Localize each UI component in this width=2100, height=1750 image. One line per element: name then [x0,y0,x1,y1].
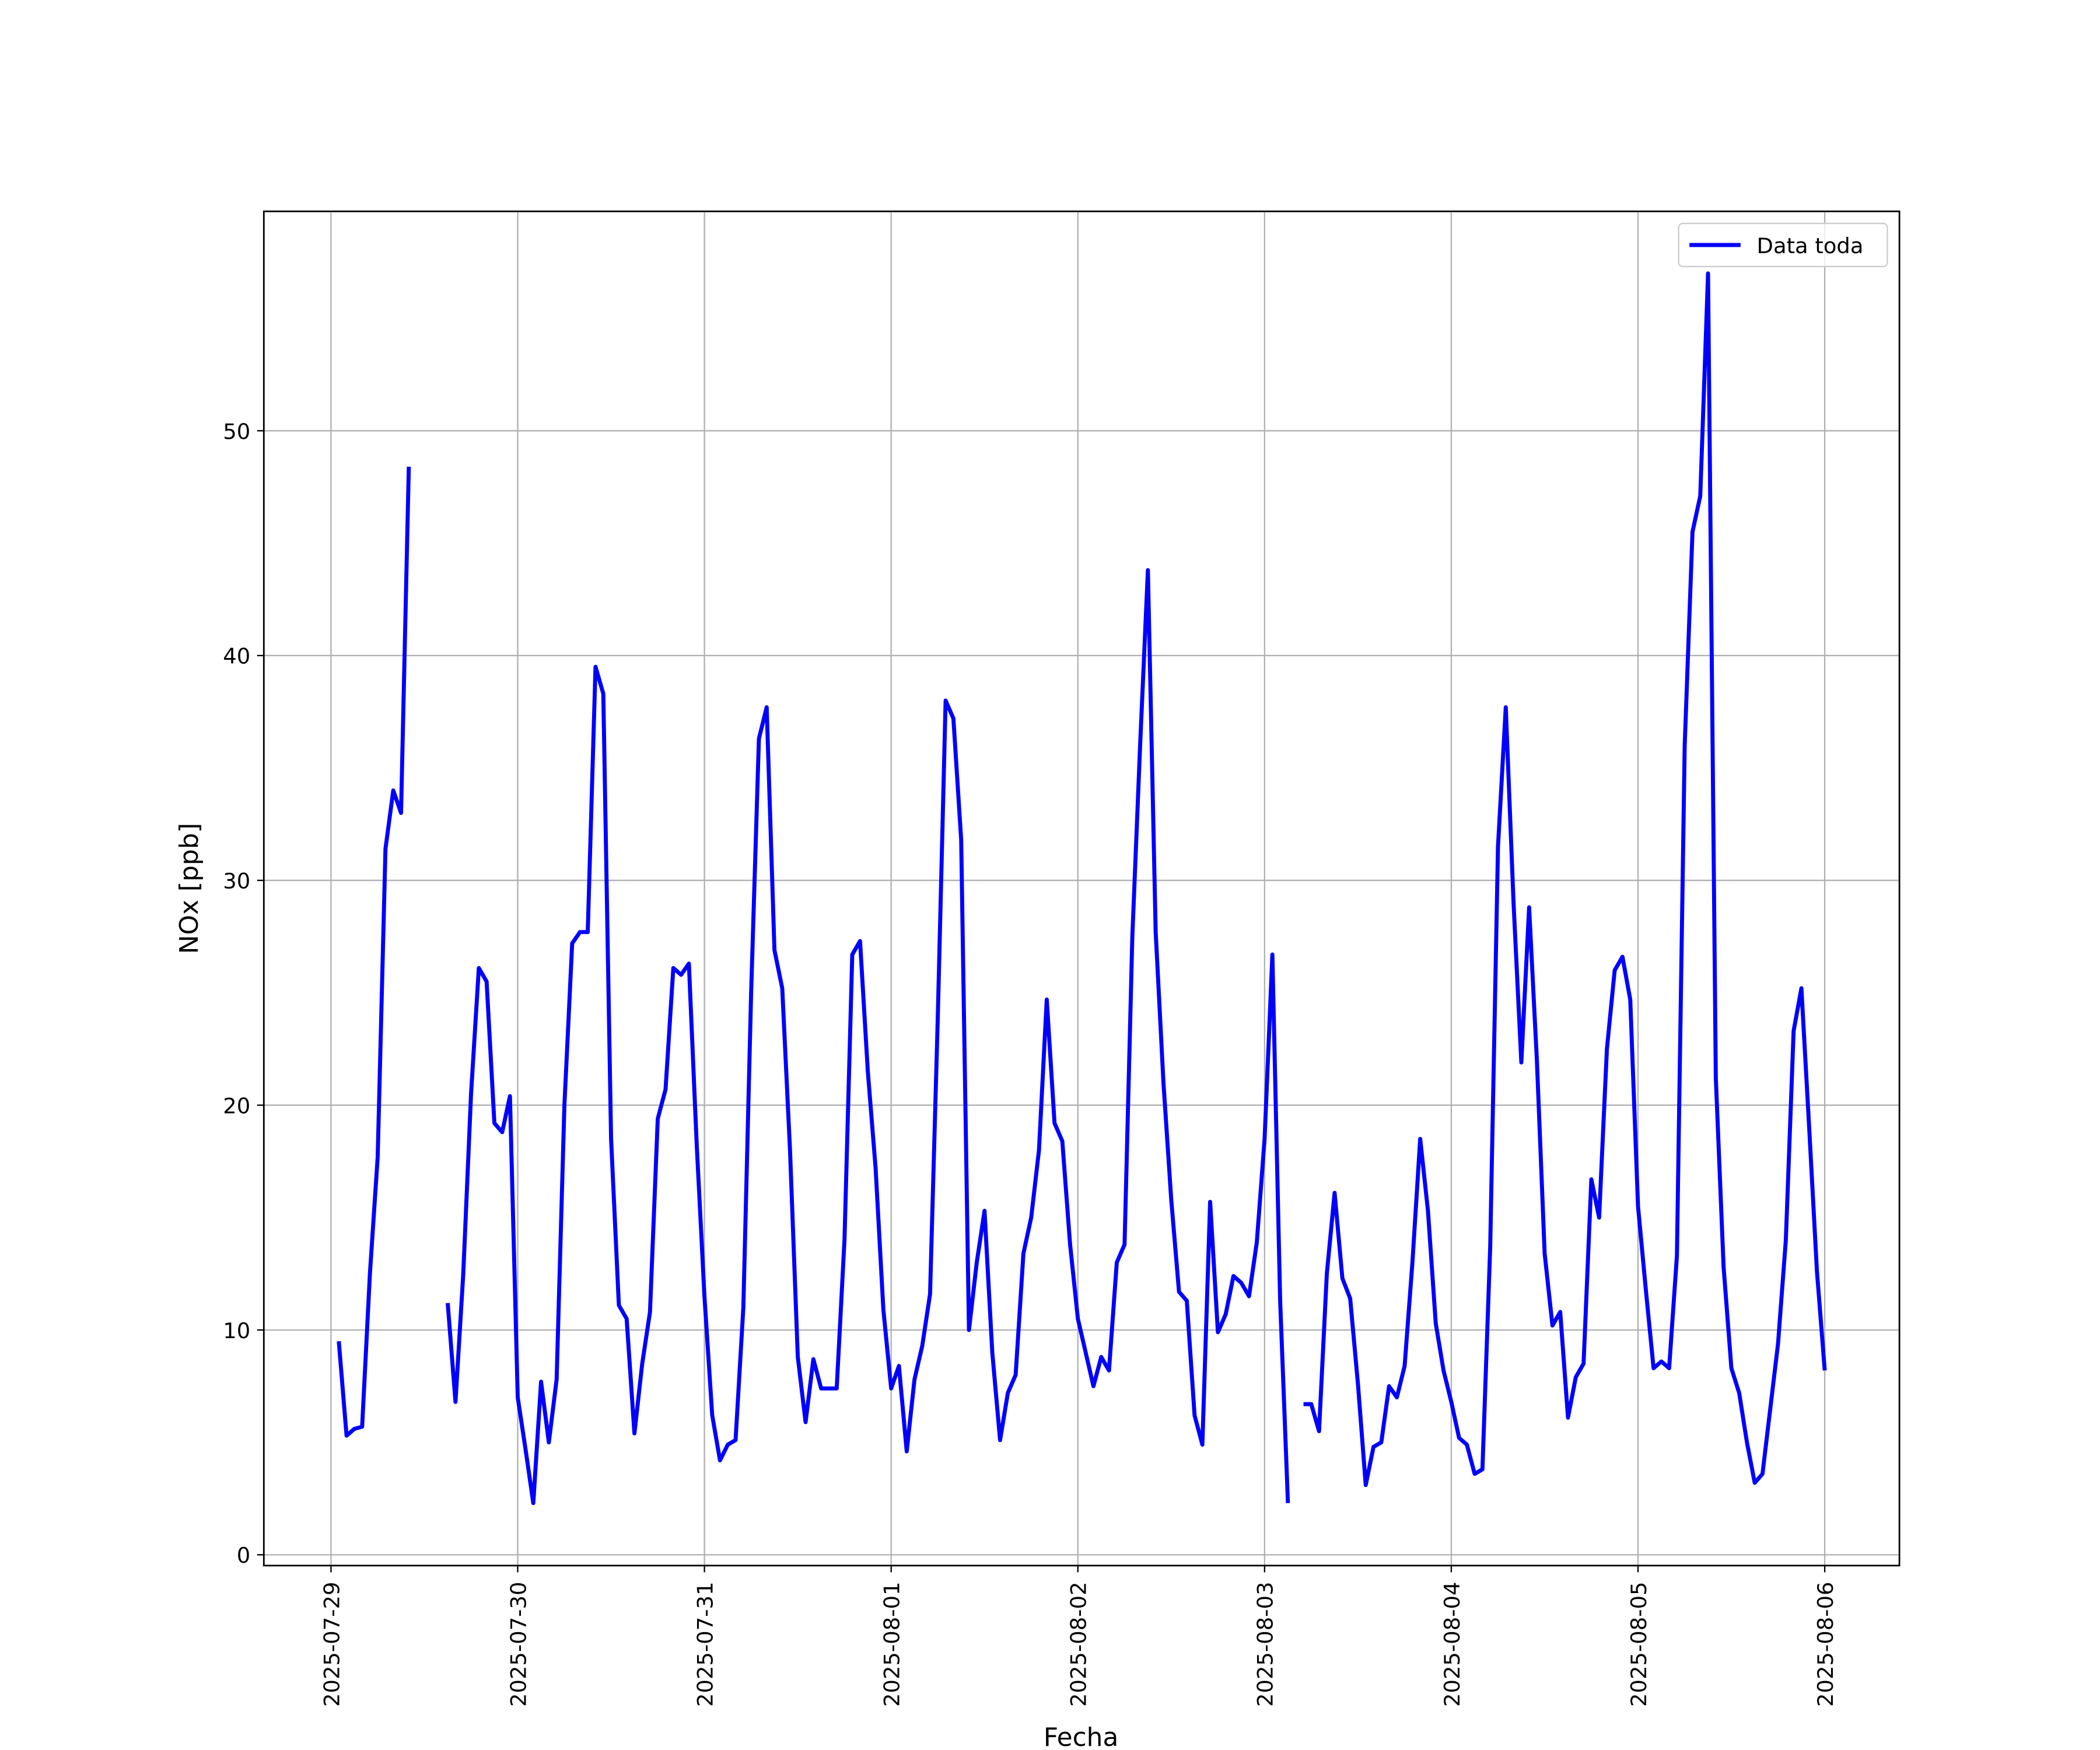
x-tick-label: 2025-08-05 [1626,1582,1651,1707]
y-tick-label: 40 [223,644,250,669]
x-tick-label: 2025-07-31 [692,1582,718,1707]
y-tick-label: 30 [223,869,250,894]
plot-frame [262,210,1901,1567]
legend-box [1678,222,1888,268]
x-tick-label: 2025-08-04 [1440,1582,1465,1707]
y-tick-label: 20 [223,1093,250,1118]
y-tick-label: 0 [237,1543,250,1568]
x-tick-label: 2025-07-30 [506,1582,531,1707]
x-axis-label: Fecha [1044,1723,1119,1750]
x-tick-label: 2025-08-01 [880,1582,905,1707]
x-tick-label: 2025-07-29 [319,1582,344,1707]
data-line [337,271,1827,1506]
y-axis-label: NOx [ppb] [174,823,204,954]
x-tick-label: 2025-08-02 [1066,1582,1091,1707]
y-tick-label: 10 [223,1318,250,1343]
y-tick-label: 50 [223,419,250,444]
legend-label: Data toda [1757,233,1864,258]
x-tick-label: 2025-08-06 [1813,1582,1838,1707]
x-tick-label: 2025-08-03 [1253,1582,1278,1707]
